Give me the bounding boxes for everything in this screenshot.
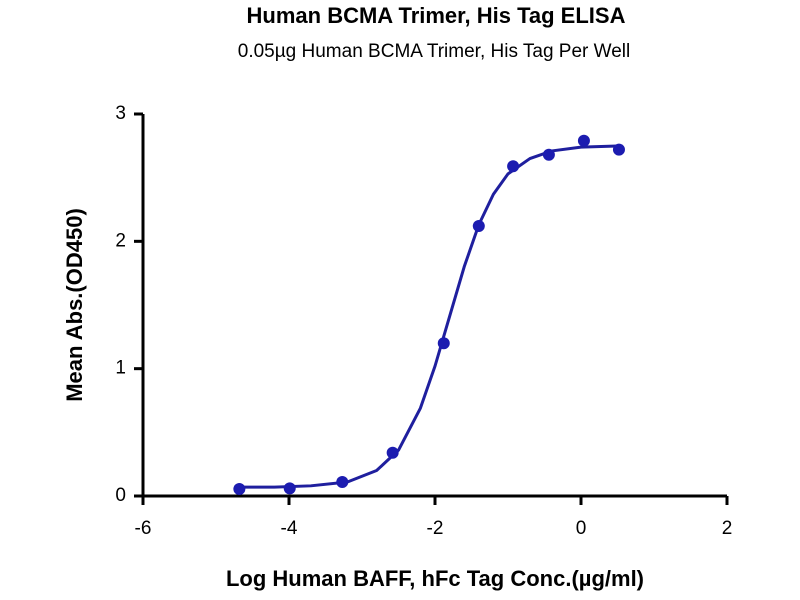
y-tick-label: 0 <box>115 485 126 506</box>
chart-subtitle: 0.05µg Human BCMA Trimer, His Tag Per We… <box>238 41 631 62</box>
chart-title: Human BCMA Trimer, His Tag ELISA <box>247 3 626 28</box>
data-point <box>542 148 555 161</box>
x-tick-label: -4 <box>281 518 298 539</box>
y-tick-label: 1 <box>115 358 126 379</box>
x-tick-label: 0 <box>576 518 587 539</box>
x-axis-label: Log Human BAFF, hFc Tag Conc.(µg/ml) <box>226 566 644 591</box>
data-point <box>233 482 246 495</box>
x-tick-label: -2 <box>427 518 444 539</box>
data-point <box>437 337 450 350</box>
data-point <box>612 143 625 156</box>
data-point <box>577 134 590 147</box>
y-axis-label: Mean Abs.(OD450) <box>62 208 87 402</box>
data-point <box>283 482 296 495</box>
x-tick-label: 2 <box>722 518 733 539</box>
data-point <box>507 160 520 173</box>
data-point <box>336 475 349 488</box>
y-tick-label: 2 <box>115 230 126 251</box>
x-tick-label: -6 <box>135 518 152 539</box>
fit-curve <box>237 144 622 489</box>
y-tick-label: 3 <box>115 103 126 124</box>
data-point <box>472 220 485 233</box>
data-point <box>386 446 399 459</box>
